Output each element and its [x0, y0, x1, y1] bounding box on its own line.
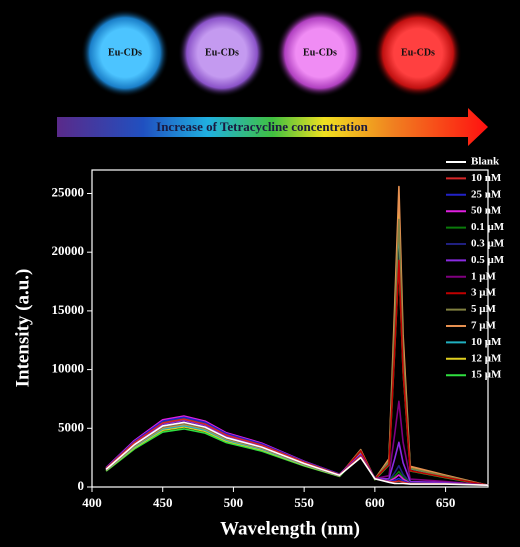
circle-label: Eu-CDs	[401, 47, 435, 58]
series-line	[105, 224, 489, 487]
legend-label: 7 μM	[471, 320, 496, 332]
legend-label: 1 μM	[471, 270, 496, 282]
x-tick-label: 400	[82, 495, 102, 510]
legend-label: 10 nM	[471, 172, 502, 184]
sample-circle	[81, 9, 169, 97]
legend-label: 25 nM	[471, 188, 502, 200]
x-tick-label: 650	[436, 495, 456, 510]
x-axis-label: Wavelength (nm)	[220, 518, 360, 539]
y-tick-label: 10000	[52, 361, 85, 376]
series-line	[105, 260, 489, 487]
legend-label: 0.5 μM	[471, 254, 505, 266]
samples: Eu-CDs Eu-CDs Eu-CDs Eu-CDs	[81, 9, 462, 97]
sample-circle	[276, 9, 364, 97]
y-tick-label: 20000	[52, 243, 85, 258]
legend-label: 0.3 μM	[471, 238, 505, 250]
arrow-label: Increase of Tetracycline concentration	[156, 119, 368, 134]
legend-label: Blank	[471, 156, 500, 168]
legend-label: 12 μM	[471, 352, 502, 364]
series-line	[105, 259, 489, 486]
legend-label: 15 μM	[471, 369, 502, 381]
legend-label: 3 μM	[471, 287, 496, 299]
legend-label: 10 μM	[471, 336, 502, 348]
x-tick-label: 450	[153, 495, 173, 510]
sample-circle	[178, 9, 266, 97]
x-tick-label: 600	[365, 495, 385, 510]
y-axis-label: Intensity (a.u.)	[12, 269, 33, 388]
legend-label: 50 nM	[471, 205, 502, 217]
legend-label: 0.1 μM	[471, 221, 505, 233]
circle-label: Eu-CDs	[108, 47, 142, 58]
x-tick-label: 550	[294, 495, 314, 510]
circle-label: Eu-CDs	[303, 47, 337, 58]
legend-label: 5 μM	[471, 303, 496, 315]
y-tick-label: 0	[78, 478, 85, 493]
sample-circle	[374, 9, 462, 97]
series-line	[105, 185, 489, 487]
gradient-arrow	[57, 108, 488, 146]
y-tick-label: 5000	[58, 419, 84, 434]
y-tick-label: 25000	[52, 184, 85, 199]
y-tick-label: 15000	[52, 302, 85, 317]
series-line	[105, 421, 489, 486]
x-tick-label: 500	[224, 495, 244, 510]
plot-frame	[91, 169, 489, 488]
series-line	[105, 209, 489, 487]
series-line	[105, 218, 489, 487]
circle-label: Eu-CDs	[205, 47, 239, 58]
series-line	[105, 418, 489, 486]
